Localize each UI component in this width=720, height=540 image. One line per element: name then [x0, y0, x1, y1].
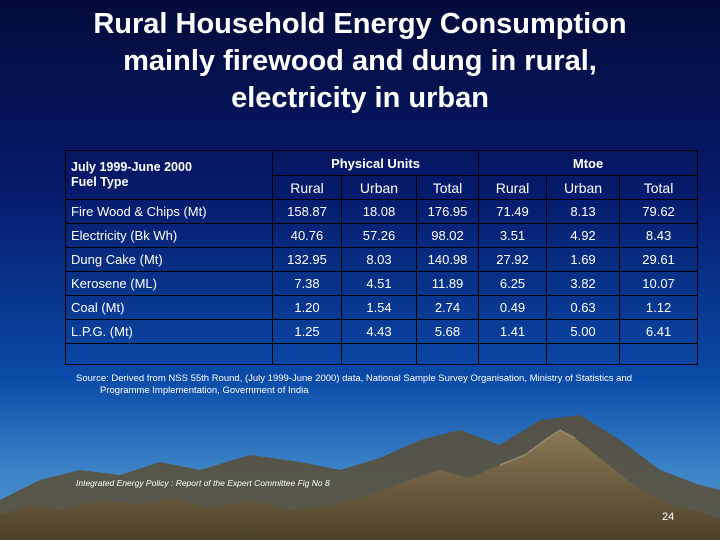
value-cell: 3.51 — [478, 223, 548, 248]
table-corner-label: July 1999-June 2000 Fuel Type — [65, 150, 273, 200]
value-cell: 0.63 — [546, 295, 621, 320]
value-cell: 8.43 — [619, 223, 699, 248]
value-cell: 10.07 — [619, 271, 699, 296]
value-cell: 8.03 — [341, 247, 417, 272]
title-line-2: mainly firewood and dung in rural, — [123, 45, 597, 77]
fuel-type-cell: L.P.G. (Mt) — [65, 319, 273, 344]
value-cell: 1.20 — [272, 295, 342, 320]
value-cell: 6.41 — [619, 319, 699, 344]
table-row: Fire Wood & Chips (Mt) 158.87 18.08 176.… — [65, 199, 699, 224]
value-cell: 176.95 — [415, 199, 480, 224]
value-cell: 27.92 — [478, 247, 548, 272]
empty-cell — [546, 343, 621, 365]
subheader-physical-total: Total — [415, 175, 480, 200]
value-cell: 7.38 — [272, 271, 342, 296]
subheader-physical-urban: Urban — [341, 175, 417, 200]
value-cell: 1.54 — [341, 295, 417, 320]
source-line-1: Source: Derived from NSS 55th Round, (Ju… — [76, 373, 633, 384]
table-row: Dung Cake (Mt) 132.95 8.03 140.98 27.92 … — [65, 247, 699, 272]
slide-title: Rural Household Energy Consumption mainl… — [0, 6, 720, 117]
value-cell: 11.89 — [415, 271, 480, 296]
value-cell: 1.12 — [619, 295, 699, 320]
reference-caption: Integrated Energy Policy : Report of the… — [76, 478, 330, 488]
table-row: Kerosene (ML) 7.38 4.51 11.89 6.25 3.82 … — [65, 271, 699, 296]
value-cell: 18.08 — [341, 199, 417, 224]
fuel-type-cell: Kerosene (ML) — [65, 271, 273, 296]
subheader-mtoe-total: Total — [619, 175, 699, 200]
subheader-physical-rural: Rural — [272, 175, 342, 200]
mountain-ridge-highlight — [499, 429, 576, 466]
fuel-type-cell: Coal (Mt) — [65, 295, 273, 320]
header-mtoe: Mtoe — [478, 150, 699, 176]
energy-consumption-table: July 1999-June 2000 Fuel Type Physical U… — [65, 150, 699, 365]
table-row: Electricity (Bk Wh) 40.76 57.26 98.02 3.… — [65, 223, 699, 248]
fuel-type-cell: Fire Wood & Chips (Mt) — [65, 199, 273, 224]
empty-cell — [65, 343, 273, 365]
value-cell: 4.92 — [546, 223, 621, 248]
source-note: Source: Derived from NSS 55th Round, (Ju… — [76, 373, 686, 397]
value-cell: 4.43 — [341, 319, 417, 344]
value-cell: 1.25 — [272, 319, 342, 344]
page-number: 24 — [662, 511, 675, 523]
value-cell: 57.26 — [341, 223, 417, 248]
table-empty-row — [65, 343, 699, 365]
value-cell: 140.98 — [415, 247, 480, 272]
subheader-mtoe-urban: Urban — [546, 175, 621, 200]
empty-cell — [478, 343, 548, 365]
value-cell: 1.41 — [478, 319, 548, 344]
empty-cell — [619, 343, 699, 365]
header-physical-units: Physical Units — [271, 150, 480, 176]
title-line-1: Rural Household Energy Consumption — [93, 8, 627, 40]
value-cell: 71.49 — [478, 199, 548, 224]
title-line-3: electricity in urban — [231, 82, 489, 114]
fuel-type-cell: Dung Cake (Mt) — [65, 247, 273, 272]
value-cell: 8.13 — [546, 199, 621, 224]
value-cell: 3.82 — [546, 271, 621, 296]
value-cell: 29.61 — [619, 247, 699, 272]
value-cell: 4.51 — [341, 271, 417, 296]
value-cell: 40.76 — [272, 223, 342, 248]
value-cell: 5.68 — [415, 319, 480, 344]
value-cell: 1.69 — [546, 247, 621, 272]
value-cell: 0.49 — [478, 295, 548, 320]
table-row: Coal (Mt) 1.20 1.54 2.74 0.49 0.63 1.12 — [65, 295, 699, 320]
value-cell: 132.95 — [272, 247, 342, 272]
subheader-mtoe-rural: Rural — [478, 175, 548, 200]
mountain-front — [0, 430, 720, 540]
corner-label-period: July 1999-June 2000 — [71, 160, 192, 174]
value-cell: 6.25 — [478, 271, 548, 296]
corner-label-fuel-type: Fuel Type — [71, 175, 129, 189]
empty-cell — [272, 343, 342, 365]
fuel-type-cell: Electricity (Bk Wh) — [65, 223, 273, 248]
source-line-2: Programme Implementation, Government of … — [100, 385, 309, 396]
table-row: L.P.G. (Mt) 1.25 4.43 5.68 1.41 5.00 6.4… — [65, 319, 699, 344]
value-cell: 2.74 — [415, 295, 480, 320]
empty-cell — [341, 343, 417, 365]
empty-cell — [415, 343, 480, 365]
value-cell: 98.02 — [415, 223, 480, 248]
value-cell: 79.62 — [619, 199, 699, 224]
value-cell: 5.00 — [546, 319, 621, 344]
value-cell: 158.87 — [272, 199, 342, 224]
